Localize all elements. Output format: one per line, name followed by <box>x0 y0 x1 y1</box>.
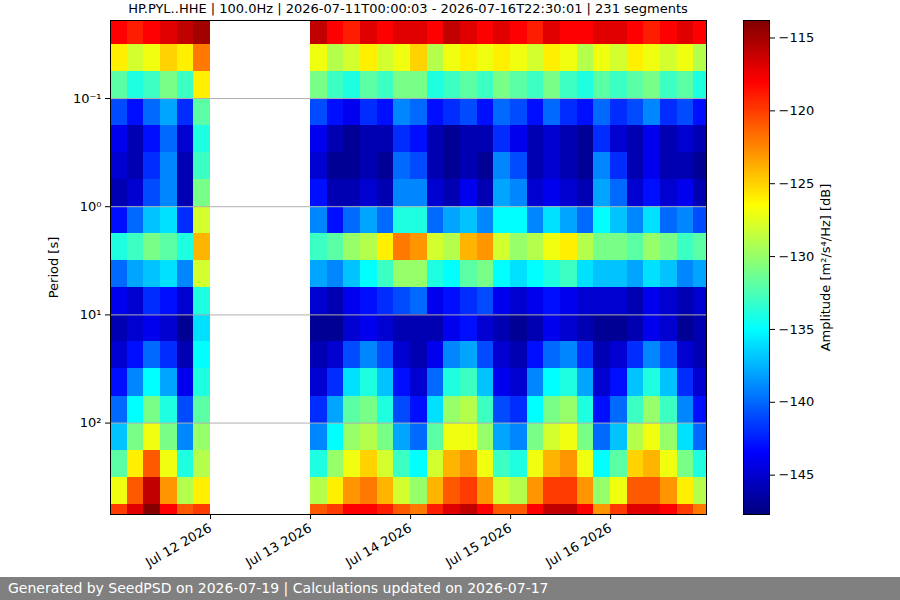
svg-text:Amplitude [m²/s⁴/Hz] [dB]: Amplitude [m²/s⁴/Hz] [dB] <box>818 184 833 352</box>
html-text:HP.PYL..HHE | 100.0Hz | 2026-0: HP.PYL..HHE | 100.0Hz | 2026-07-11T00:00… <box>128 1 688 16</box>
svg-text:Period [s]: Period [s] <box>46 237 61 299</box>
svg-text:−115: −115 <box>779 30 815 45</box>
svg-text:10⁻¹: 10⁻¹ <box>73 91 102 106</box>
svg-text:10²: 10² <box>80 415 102 430</box>
svg-text:Jul 16 2026: Jul 16 2026 <box>542 520 614 570</box>
svg-text:−145: −145 <box>779 467 815 482</box>
svg-text:10¹: 10¹ <box>80 307 102 322</box>
svg-text:−140: −140 <box>779 394 815 409</box>
svg-text:Jul 12 2026: Jul 12 2026 <box>142 520 214 570</box>
html-text:Generated by SeedPSD on 2026-0: Generated by SeedPSD on 2026-07-19 | Cal… <box>8 580 549 596</box>
svg-text:−130: −130 <box>779 249 815 264</box>
svg-text:Jul 15 2026: Jul 15 2026 <box>442 520 514 570</box>
svg-text:Jul 13 2026: Jul 13 2026 <box>242 520 314 570</box>
svg-text:−135: −135 <box>779 322 815 337</box>
svg-text:Jul 14 2026: Jul 14 2026 <box>342 520 414 570</box>
svg-text:−120: −120 <box>779 103 815 118</box>
svg-text:−125: −125 <box>779 176 815 191</box>
svg-text:10⁰: 10⁰ <box>80 199 102 214</box>
